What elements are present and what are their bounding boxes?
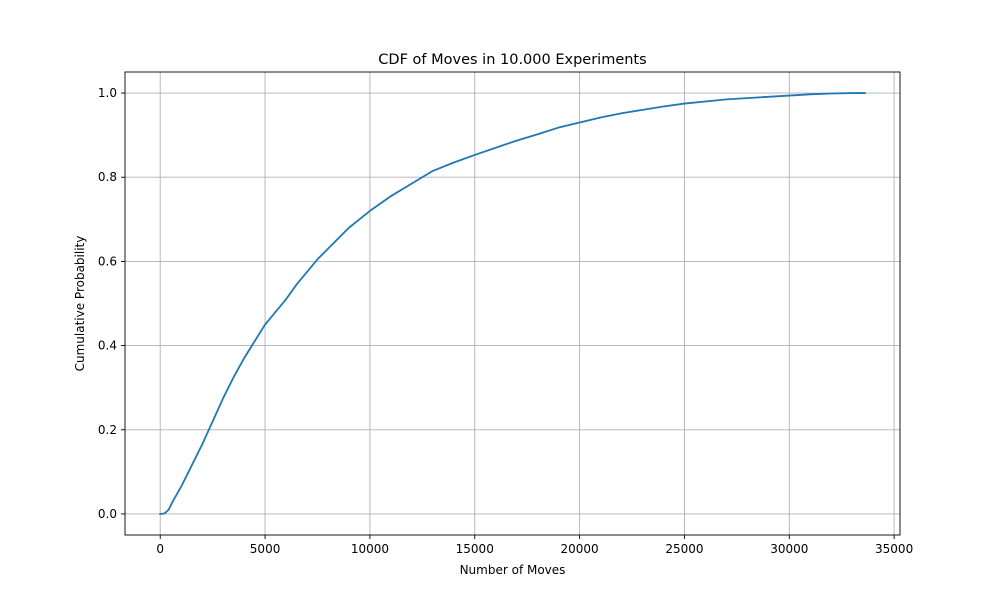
y-tick-label: 0.0 <box>98 507 117 521</box>
y-tick-label: 0.2 <box>98 423 117 437</box>
y-tick-label: 1.0 <box>98 86 117 100</box>
x-tick-label: 25000 <box>665 542 703 556</box>
chart-title: CDF of Moves in 10.000 Experiments <box>378 52 646 68</box>
y-axis-label: Cumulative Probability <box>73 236 87 372</box>
y-tick-label: 0.4 <box>98 339 117 353</box>
x-tick-label: 20000 <box>561 542 599 556</box>
axis-ticks: 0 5000 10000 15000 20000 25000 30000 35000 0.0 0.… <box>98 86 913 556</box>
y-tick-label: 0.6 <box>98 254 117 268</box>
x-tick-label: 0 <box>156 542 164 556</box>
x-tick-label: 5000 <box>250 542 281 556</box>
x-tick-label: 35000 <box>875 542 913 556</box>
cdf-series-line <box>159 92 866 515</box>
data-series <box>159 92 866 515</box>
x-axis-label: Number of Moves <box>460 563 566 577</box>
grid-lines <box>125 72 900 535</box>
y-tick-label: 0.8 <box>98 170 117 184</box>
x-tick-label: 15000 <box>456 542 494 556</box>
plot-area-frame <box>124 71 901 536</box>
x-tick-label: 10000 <box>351 542 389 556</box>
x-tick-label: 30000 <box>770 542 808 556</box>
